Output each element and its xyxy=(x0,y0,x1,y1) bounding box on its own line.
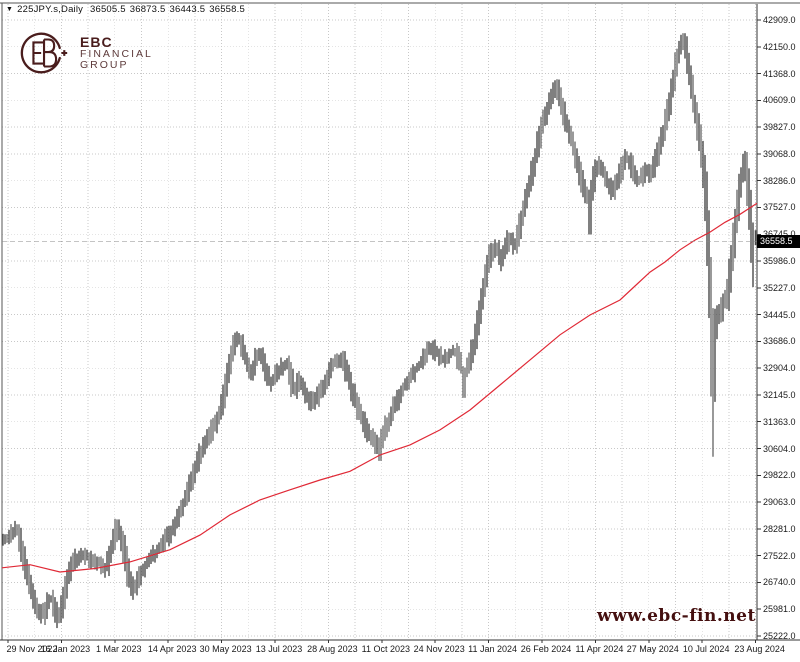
logo-group-label: GROUP xyxy=(80,59,129,72)
ebc-logo: EBC FINANCIAL GROUP xyxy=(18,28,153,78)
time-axis-label: 1 Mar 2023 xyxy=(96,644,142,654)
price-axis-label: 26740.0 xyxy=(763,577,796,588)
price-axis-label: 32904.0 xyxy=(763,363,796,374)
price-axis-label: 25981.0 xyxy=(763,604,796,615)
website-watermark: www.ebc-fin.net xyxy=(597,606,756,626)
price-axis-label: 39068.0 xyxy=(763,148,796,159)
price-axis-label: 40609.0 xyxy=(763,95,796,106)
price-axis-label: 41368.0 xyxy=(763,68,796,79)
last-price-badge: 36558.5 xyxy=(757,234,800,248)
price-axis-label: 37527.0 xyxy=(763,202,796,213)
time-axis-label: 11 Jan 2024 xyxy=(468,644,518,654)
ohlc-high-value: 36873.5 xyxy=(129,4,166,15)
symbol-timeframe-label: 225JPY.s,Daily xyxy=(17,4,84,15)
price-axis-label: 27522.0 xyxy=(763,550,796,561)
price-axis-label: 35227.0 xyxy=(763,282,796,293)
time-axis-label: 11 Oct 2023 xyxy=(361,644,410,654)
time-axis-label: 29 Nov 2022 xyxy=(6,644,58,654)
time-axis-label: 27 May 2024 xyxy=(626,644,679,654)
price-axis-label: 38286.0 xyxy=(763,175,796,186)
logo-financial-label: FINANCIAL xyxy=(80,48,153,61)
time-axis-label: 23 Aug 2024 xyxy=(734,644,785,654)
ohlc-close-value: 36558.5 xyxy=(209,4,245,15)
time-axis-label: 24 Nov 2023 xyxy=(413,644,465,654)
time-axis-label: 14 Apr 2023 xyxy=(147,644,197,654)
ohlc-open-value: 36505.5 xyxy=(89,4,126,15)
time-axis-label: 28 Aug 2023 xyxy=(307,644,358,654)
price-axis-label: 36745.0 xyxy=(763,229,800,239)
price-axis-label: 29063.0 xyxy=(763,497,796,508)
time-axis-label: 16 Jan 2023 xyxy=(40,644,91,654)
price-axis-label: 31363.0 xyxy=(763,416,796,427)
price-axis-label: 39827.0 xyxy=(763,122,796,133)
price-axis-label: 28281.0 xyxy=(763,523,796,534)
time-axis-label: 26 Feb 2024 xyxy=(520,644,572,654)
price-axis-label: 32145.0 xyxy=(763,389,796,400)
logo-ebc-label: EBC xyxy=(80,33,113,50)
price-axis-label: 35986.0 xyxy=(763,256,796,267)
ohlc-low-value: 36443.5 xyxy=(169,4,206,15)
ebc-logo-mark-icon xyxy=(20,32,68,74)
price-axis-label: 29822.0 xyxy=(763,470,796,481)
time-axis-label: 10 Jul 2024 xyxy=(682,644,730,654)
price-axis-label: 30604.0 xyxy=(763,443,796,454)
price-axis-label: 42909.0 xyxy=(763,15,796,25)
price-axis-label: 42150.0 xyxy=(763,41,796,52)
time-axis-label: 13 Jul 2023 xyxy=(255,644,303,654)
price-axis-label: 25222.0 xyxy=(763,631,796,641)
chart-title-bar: ▼ 225JPY.s,Daily 36505.5 36873.5 36443.5 365… xyxy=(6,4,249,15)
price-axis-label: 34445.0 xyxy=(763,309,796,320)
ebc-logo-text: EBC FINANCIAL GROUP xyxy=(80,33,153,72)
symbol-dropdown-icon[interactable]: ▼ xyxy=(6,6,14,13)
price-axis-label: 33686.0 xyxy=(763,336,796,347)
time-axis-label: 11 Apr 2024 xyxy=(575,644,624,654)
time-axis-label: 30 May 2023 xyxy=(199,644,252,654)
